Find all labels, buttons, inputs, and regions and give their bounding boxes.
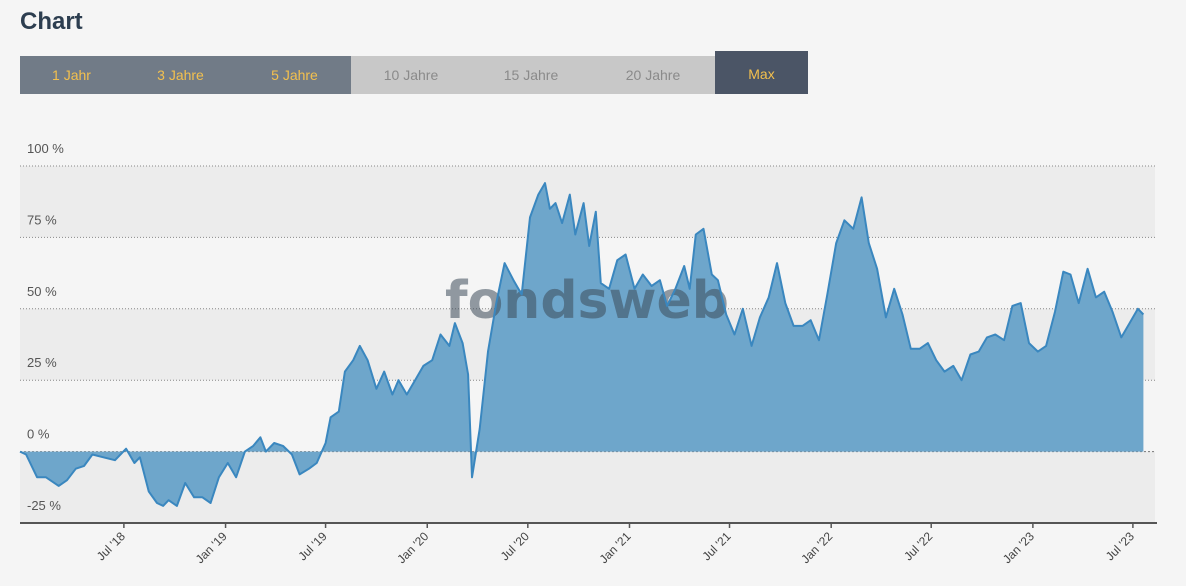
tab-20-jahre[interactable]: 20 Jahre bbox=[591, 56, 715, 94]
tab-3-jahre[interactable]: 3 Jahre bbox=[123, 56, 238, 94]
y-tick-label: 50 % bbox=[27, 284, 57, 299]
x-tick-label: Jul '21 bbox=[699, 529, 733, 563]
x-axis-labels: Jul '18 Jan '19 Jul '19 Jan '20 Jul '20 Jan '… bbox=[94, 523, 1137, 566]
y-tick-label: 75 % bbox=[27, 212, 57, 227]
x-tick-label: Jul '22 bbox=[901, 529, 935, 563]
y-tick-label: 100 % bbox=[27, 141, 64, 156]
tab-5-jahre[interactable]: 5 Jahre bbox=[238, 56, 351, 94]
x-tick-label: Jul '23 bbox=[1103, 529, 1137, 563]
y-axis-labels: 100 % 75 % 50 % 25 % 0 % -25 % bbox=[27, 141, 64, 513]
x-tick-label: Jul '19 bbox=[296, 529, 330, 563]
tab-10-jahre[interactable]: 10 Jahre bbox=[351, 56, 471, 94]
y-tick-label: -25 % bbox=[27, 498, 61, 513]
watermark-logo: fondsweb bbox=[445, 271, 729, 331]
x-tick-label: Jan '20 bbox=[394, 529, 431, 566]
x-tick-label: Jul '18 bbox=[94, 529, 128, 563]
y-tick-label: 25 % bbox=[27, 355, 57, 370]
page-title: Chart bbox=[20, 8, 83, 35]
tab-max[interactable]: Max bbox=[715, 51, 808, 94]
performance-area bbox=[20, 183, 1144, 506]
y-tick-label: 0 % bbox=[27, 427, 50, 442]
x-tick-label: Jan '21 bbox=[597, 529, 634, 566]
x-tick-label: Jan '19 bbox=[193, 529, 230, 566]
x-tick-label: Jan '23 bbox=[1000, 529, 1037, 566]
x-tick-label: Jan '22 bbox=[798, 529, 835, 566]
performance-line bbox=[19, 182, 1145, 507]
tab-15-jahre[interactable]: 15 Jahre bbox=[471, 56, 591, 94]
tab-1-jahr[interactable]: 1 Jahr bbox=[20, 56, 123, 94]
x-tick-label: Jul '20 bbox=[498, 529, 532, 563]
